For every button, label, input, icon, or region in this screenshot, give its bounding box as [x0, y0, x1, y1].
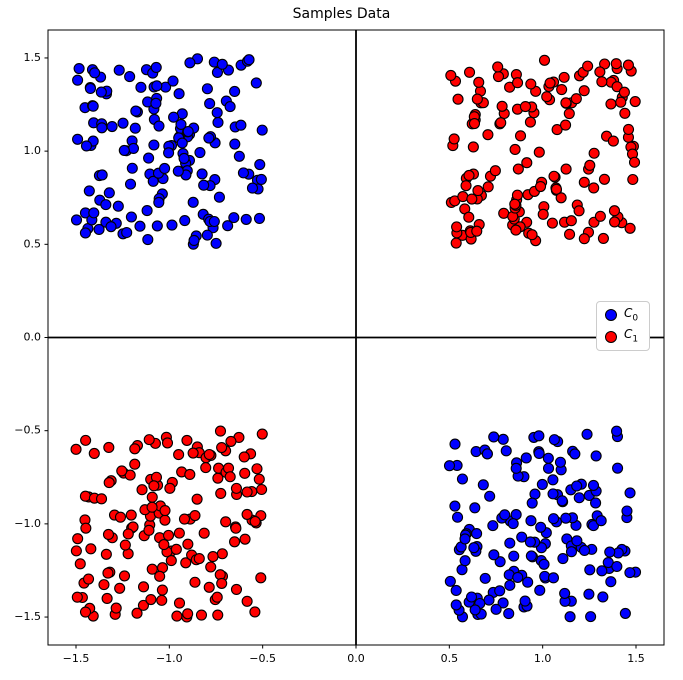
legend-item-c0: C0 [605, 307, 638, 323]
svg-text:0.5: 0.5 [441, 652, 459, 665]
svg-text:0.0: 0.0 [24, 331, 42, 344]
legend-label-c1: C1 [624, 328, 638, 344]
chart-title: Samples Data [292, 6, 391, 22]
svg-text:−1.5: −1.5 [63, 652, 90, 665]
legend-label-c1-main: C [624, 327, 633, 342]
legend-marker-c0-icon [605, 309, 617, 322]
svg-text:−0.5: −0.5 [14, 424, 41, 437]
svg-text:1.0: 1.0 [534, 652, 552, 665]
svg-text:1.5: 1.5 [24, 51, 42, 64]
legend-marker-c1-icon [605, 330, 617, 343]
legend-label-c0-sub: 0 [632, 313, 639, 324]
svg-text:−1.0: −1.0 [14, 517, 41, 530]
legend-item-c1: C1 [605, 328, 638, 344]
svg-text:1.0: 1.0 [24, 144, 42, 157]
svg-text:0.5: 0.5 [24, 237, 42, 250]
legend-label-c1-sub: 1 [632, 334, 639, 345]
svg-text:−1.5: −1.5 [14, 610, 41, 623]
legend-label-c0: C0 [624, 307, 638, 323]
svg-text:−0.5: −0.5 [249, 652, 276, 665]
svg-text:−1.0: −1.0 [156, 652, 183, 665]
svg-text:0.0: 0.0 [347, 652, 365, 665]
legend: C0 C1 [596, 301, 651, 351]
svg-text:1.5: 1.5 [627, 652, 645, 665]
legend-label-c0-main: C [624, 306, 633, 320]
